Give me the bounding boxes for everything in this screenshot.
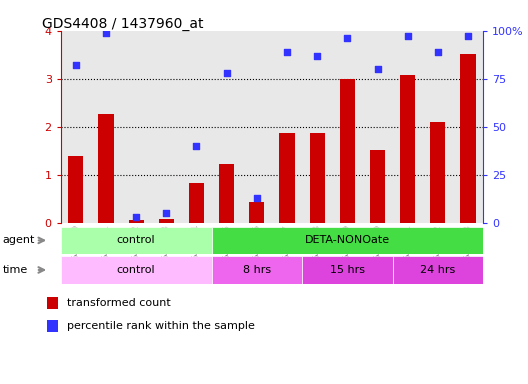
Bar: [47, 320, 58, 331]
Point: [313, 53, 322, 59]
Point: [162, 210, 171, 216]
Text: time: time: [3, 265, 28, 275]
Bar: [98, 114, 114, 223]
Bar: [249, 202, 265, 223]
Bar: [212, 256, 302, 284]
Point: [102, 30, 110, 36]
Bar: [219, 164, 234, 223]
Point: [373, 66, 382, 72]
Point: [132, 214, 140, 220]
Point: [343, 35, 352, 41]
Point: [192, 143, 201, 149]
Text: percentile rank within the sample: percentile rank within the sample: [67, 321, 255, 331]
Bar: [159, 219, 174, 223]
Bar: [370, 150, 385, 223]
Point: [222, 70, 231, 76]
Text: agent: agent: [3, 235, 35, 245]
Bar: [460, 54, 476, 223]
Text: transformed count: transformed count: [67, 298, 171, 308]
Text: 8 hrs: 8 hrs: [243, 265, 271, 275]
Point: [283, 49, 291, 55]
Text: GDS4408 / 1437960_at: GDS4408 / 1437960_at: [42, 17, 204, 31]
Bar: [47, 297, 58, 308]
Text: control: control: [117, 265, 155, 275]
Text: 15 hrs: 15 hrs: [330, 265, 365, 275]
Bar: [400, 75, 415, 223]
Text: control: control: [117, 235, 155, 245]
Point: [403, 33, 412, 40]
Point: [433, 49, 442, 55]
Bar: [129, 220, 144, 223]
Bar: [279, 133, 295, 223]
Bar: [61, 227, 212, 254]
Point: [252, 195, 261, 201]
Bar: [61, 256, 212, 284]
Point: [72, 62, 80, 68]
Text: DETA-NONOate: DETA-NONOate: [305, 235, 390, 245]
Bar: [309, 133, 325, 223]
Bar: [212, 227, 483, 254]
Bar: [393, 256, 483, 284]
Point: [464, 33, 472, 40]
Bar: [68, 157, 83, 223]
Bar: [340, 79, 355, 223]
Bar: [430, 122, 446, 223]
Bar: [302, 256, 393, 284]
Text: 24 hrs: 24 hrs: [420, 265, 456, 275]
Bar: [189, 183, 204, 223]
